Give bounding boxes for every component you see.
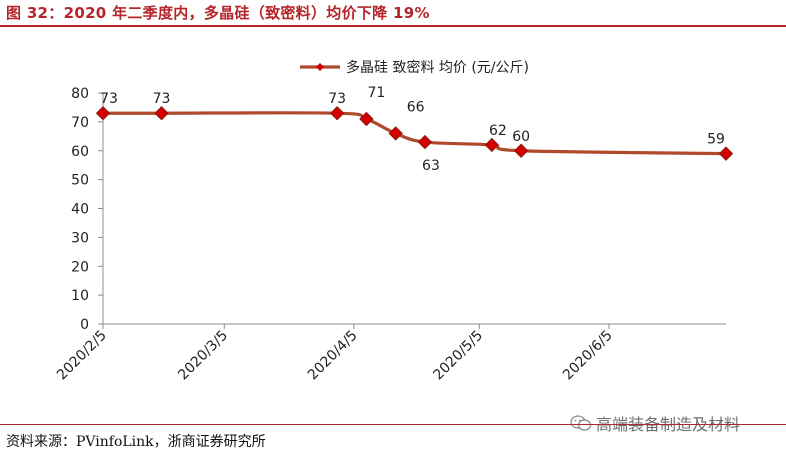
data-point: [95, 106, 111, 121]
footer-rule: [0, 424, 786, 425]
line-chart: 多晶硅 致密料 均价 (元/公斤) 0 10 20 30 40 50 60 70 80 2020/…: [54, 59, 734, 384]
y-tick-label: 20: [71, 259, 89, 275]
title-rule: [0, 25, 786, 27]
data-point: [329, 106, 345, 121]
source-note: 资料来源：PVinfoLink，浙商证券研究所: [6, 434, 266, 450]
data-point: [417, 134, 433, 150]
chart-series: 73 73 73 71 66 63 62 60 59: [95, 85, 734, 174]
x-tick-label: 2020/2/5: [54, 328, 110, 384]
data-label: 73: [100, 91, 118, 107]
y-tick-label: 60: [71, 144, 89, 160]
x-tick-label: 2020/6/5: [560, 328, 616, 384]
x-tick-label: 2020/3/5: [175, 328, 231, 384]
x-tick-label: 2020/5/5: [430, 328, 486, 384]
y-tick-label: 0: [80, 317, 89, 333]
data-label: 66: [407, 99, 425, 115]
y-tick-label: 80: [71, 86, 89, 102]
data-point: [388, 126, 403, 141]
legend-marker: [316, 63, 324, 71]
y-tick-label: 40: [71, 202, 89, 218]
data-label: 62: [489, 123, 507, 139]
data-label: 59: [707, 132, 725, 148]
figure-title: 图 32：2020 年二季度内，多晶硅（致密料）均价下降 19%: [6, 4, 430, 22]
watermark-text: 高端装备制造及材料: [596, 415, 741, 434]
data-label: 60: [512, 129, 530, 145]
watermark: 高端装备制造及材料: [570, 411, 740, 435]
wechat-icon: [570, 415, 592, 431]
data-point: [154, 106, 169, 121]
data-label: 73: [328, 91, 346, 107]
data-label: 73: [153, 91, 171, 107]
data-point: [484, 137, 500, 153]
y-tick-label: 10: [71, 288, 89, 304]
data-label: 63: [422, 158, 440, 174]
data-point: [513, 143, 529, 158]
y-tick-label: 70: [71, 115, 89, 131]
data-point: [718, 146, 734, 161]
y-tick-label: 30: [71, 230, 89, 246]
y-tick-label: 50: [71, 173, 89, 189]
data-label: 71: [368, 85, 386, 101]
data-point: [359, 111, 374, 127]
chart-legend: 多晶硅 致密料 均价 (元/公斤): [300, 59, 529, 76]
legend-label: 多晶硅 致密料 均价 (元/公斤): [346, 59, 529, 76]
series-line: [102, 111, 727, 156]
x-tick-label: 2020/4/5: [305, 328, 361, 384]
